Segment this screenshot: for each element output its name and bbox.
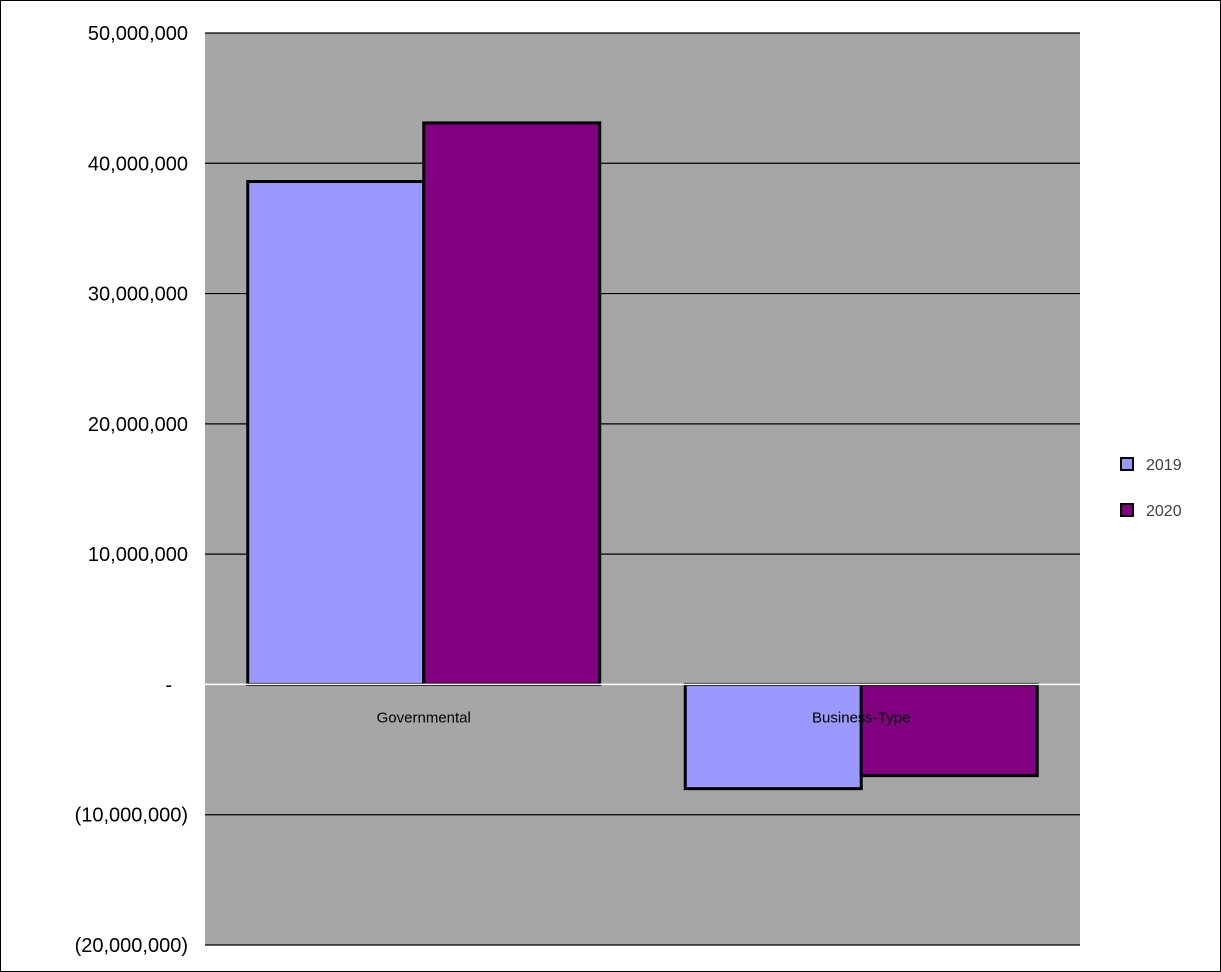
- y-tick-label: (20,000,000): [75, 935, 188, 957]
- y-tick-label: 50,000,000: [88, 23, 188, 45]
- y-tick-label: 30,000,000: [88, 284, 188, 306]
- legend: 2019 2020: [1120, 457, 1182, 520]
- y-tick-label: 40,000,000: [88, 153, 188, 175]
- bar-2020-governmental: [422, 121, 602, 686]
- legend-label: 2020: [1146, 503, 1182, 520]
- bar-2019-governmental: [246, 180, 426, 686]
- y-tick-label: -: [165, 674, 172, 696]
- gridlines: [205, 32, 1080, 946]
- bar-2020-business-type: [859, 682, 1039, 778]
- y-tick-label: (10,000,000): [75, 805, 188, 827]
- x-axis-category-labels: Governmental Business-Type: [377, 709, 911, 726]
- x-category-label: Governmental: [377, 709, 471, 726]
- legend-swatch-2019: [1120, 457, 1134, 471]
- legend-swatch-2020: [1120, 503, 1134, 517]
- bar-2019-business-type: [683, 682, 863, 791]
- legend-label: 2019: [1146, 457, 1182, 474]
- y-tick-label: 10,000,000: [88, 544, 188, 566]
- x-category-label: Business-Type: [812, 709, 910, 726]
- y-tick-label: 20,000,000: [88, 414, 188, 436]
- y-axis-tick-labels: 50,000,000 40,000,000 30,000,000 20,000,000…: [75, 23, 188, 957]
